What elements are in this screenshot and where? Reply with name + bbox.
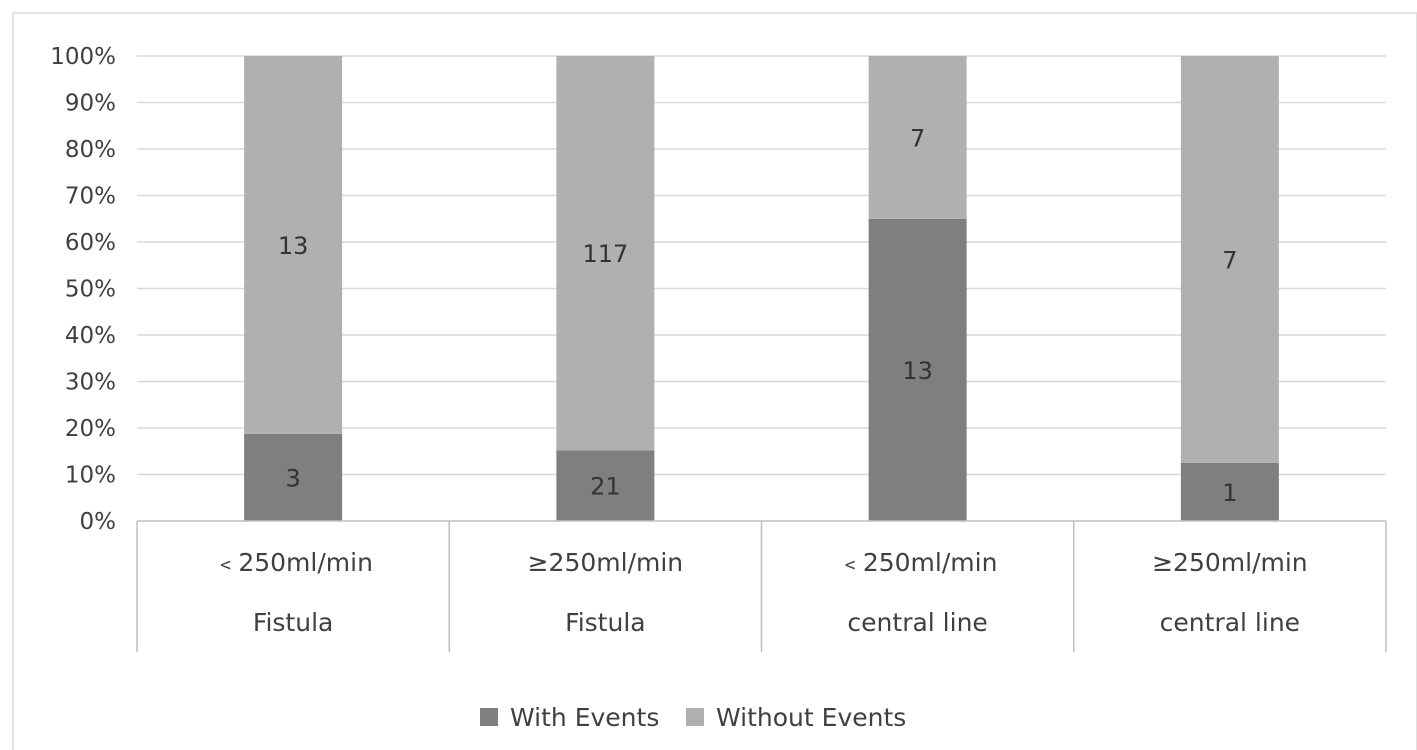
y-tick-label: 70% xyxy=(65,184,116,210)
category-label-access: central line xyxy=(1160,608,1300,637)
y-tick-label: 50% xyxy=(65,277,116,303)
category-label-flow: ≥250ml/min xyxy=(1152,548,1308,577)
category-label-flow: ﹤250ml/min xyxy=(213,548,373,577)
bar-with-events xyxy=(556,450,655,521)
bars xyxy=(244,56,1279,521)
data-label: 13 xyxy=(278,232,309,260)
y-tick-label: 30% xyxy=(65,370,116,396)
data-label: 3 xyxy=(285,464,300,492)
y-tick-label: 90% xyxy=(65,91,116,117)
y-tick-label: 0% xyxy=(80,509,117,535)
y-tick-label: 10% xyxy=(65,463,116,489)
legend-swatch xyxy=(480,708,498,726)
bar-with-events xyxy=(1180,462,1279,521)
category-label-flow: ≥250ml/min xyxy=(528,548,684,577)
bar-without-events xyxy=(556,56,655,451)
data-label: 1 xyxy=(1222,479,1237,507)
category-label-flow: ﹤250ml/min xyxy=(838,548,998,577)
y-axis-tick-labels: 0% 10% 20% 30% 40% 50% 60% 70% 80% 90% 100% xyxy=(50,44,116,535)
data-label: 13 xyxy=(902,357,933,385)
y-tick-label: 60% xyxy=(65,230,116,256)
x-axis: ﹤250ml/min Fistula ≥250ml/min Fistula ﹤250ml… xyxy=(136,520,1387,652)
bar-without-events xyxy=(1180,56,1279,463)
data-label: 21 xyxy=(590,473,621,501)
data-label: 7 xyxy=(910,124,925,152)
category-label-access: Fistula xyxy=(565,608,645,637)
legend-label: With Events xyxy=(510,703,659,732)
data-label: 7 xyxy=(1222,246,1237,274)
legend-label: Without Events xyxy=(716,703,906,732)
category-label-access: central line xyxy=(847,608,987,637)
category-label-access: Fistula xyxy=(253,608,333,637)
gridlines xyxy=(137,55,1386,476)
legend-swatch xyxy=(686,708,704,726)
legend: With Events Without Events xyxy=(480,703,906,732)
y-tick-label: 80% xyxy=(65,137,116,163)
bar-without-events xyxy=(244,56,343,434)
y-tick-label: 100% xyxy=(50,44,116,70)
y-tick-label: 40% xyxy=(65,323,116,349)
data-labels: 3 13 21 117 13 7 1 7 xyxy=(278,124,1238,507)
data-label: 117 xyxy=(582,240,628,268)
bar-with-events xyxy=(244,433,343,521)
bar-without-events xyxy=(868,56,967,219)
bar-with-events xyxy=(868,218,967,521)
y-tick-label: 20% xyxy=(65,416,116,442)
